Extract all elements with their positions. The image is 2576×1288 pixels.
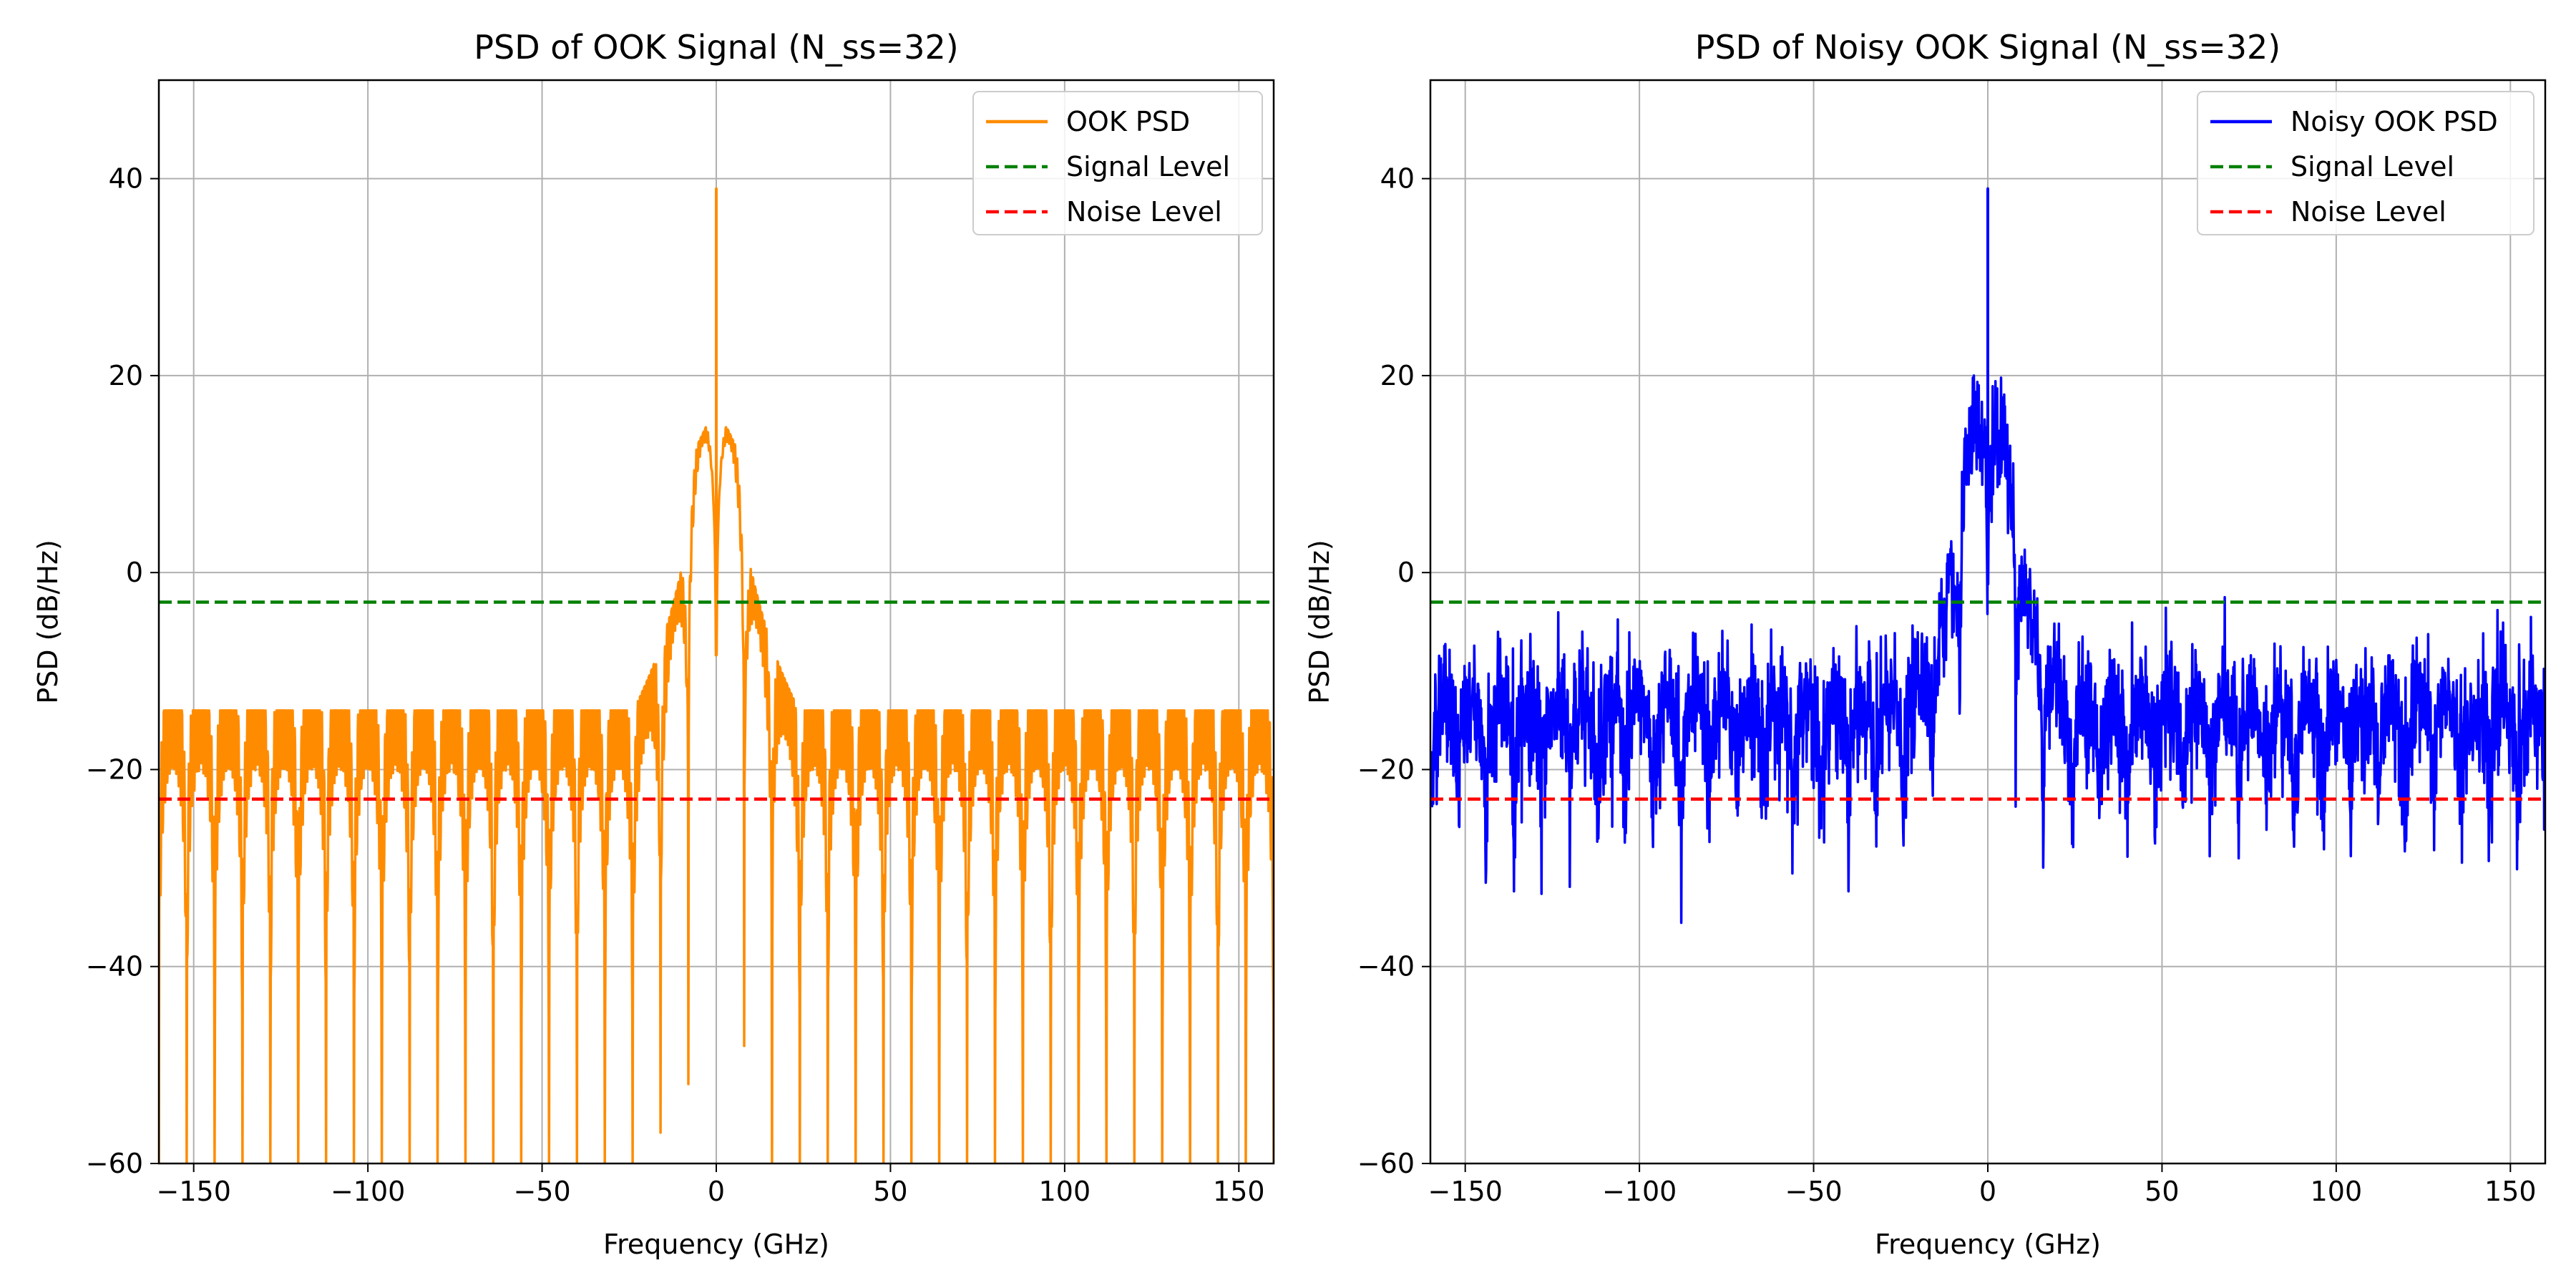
y-tick-label: −40 — [1357, 951, 1415, 982]
x-tick-label: −50 — [1785, 1176, 1842, 1207]
chart-panel-2: −150 −100 −50 0 50 100 150 −60 −40 −20 0 20 40 PSD of… — [1304, 28, 2547, 1260]
chart-title: PSD of OOK Signal (N_ss=32) — [474, 28, 958, 67]
legend-box — [2197, 91, 2534, 235]
y-tick-label: 40 — [109, 163, 143, 195]
x-tick-label: −100 — [331, 1176, 405, 1207]
x-axis-label: Frequency (GHz) — [603, 1229, 829, 1260]
y-tick-label: −40 — [86, 951, 143, 982]
x-tick-label: −150 — [1428, 1176, 1503, 1207]
y-tick-label: 20 — [1380, 360, 1415, 391]
x-tick-label: −150 — [157, 1176, 231, 1207]
x-tick-label: −50 — [513, 1176, 570, 1207]
legend-label: Noise Level — [1066, 196, 1222, 228]
x-tick-label: 0 — [708, 1176, 725, 1207]
legend-label: Signal Level — [1066, 151, 1230, 182]
x-tick-label: 150 — [1213, 1176, 1265, 1207]
x-tick-label: 50 — [2145, 1176, 2179, 1207]
y-tick-label: −20 — [1357, 753, 1415, 785]
x-tick-label: 100 — [1039, 1176, 1091, 1207]
chart-title: PSD of Noisy OOK Signal (N_ss=32) — [1695, 28, 2281, 67]
y-axis-label: PSD (dB/Hz) — [1304, 540, 1335, 704]
legend: OOK PSD Signal Level Noise Level — [972, 91, 1263, 235]
x-tick-label: 50 — [873, 1176, 907, 1207]
x-tick-label: −100 — [1602, 1176, 1677, 1207]
legend-label: Signal Level — [2290, 151, 2454, 182]
legend-box — [972, 91, 1263, 235]
x-axis-label: Frequency (GHz) — [1875, 1229, 2101, 1260]
legend: Noisy OOK PSD Signal Level Noise Level — [2197, 91, 2534, 235]
y-tick-label: 40 — [1380, 163, 1415, 195]
y-tick-label: −60 — [86, 1148, 143, 1179]
y-tick-label: 0 — [126, 557, 143, 588]
x-tick-label: 100 — [2311, 1176, 2363, 1207]
y-tick-label: 20 — [109, 360, 143, 391]
legend-label: Noisy OOK PSD — [2290, 106, 2498, 137]
x-tick-label: 0 — [1979, 1176, 1996, 1207]
y-axis-label: PSD (dB/Hz) — [32, 540, 64, 704]
y-tick-label: 0 — [1397, 557, 1415, 588]
y-tick-label: −60 — [1357, 1148, 1415, 1179]
legend-label: Noise Level — [2290, 196, 2446, 228]
y-tick-label: −20 — [86, 753, 143, 785]
chart-panel-1: −150 −100 −50 0 50 100 150 −60 −40 −20 0 20 40 PSD of… — [32, 28, 1275, 1260]
legend-label: OOK PSD — [1066, 106, 1190, 137]
x-tick-label: 150 — [2484, 1176, 2537, 1207]
